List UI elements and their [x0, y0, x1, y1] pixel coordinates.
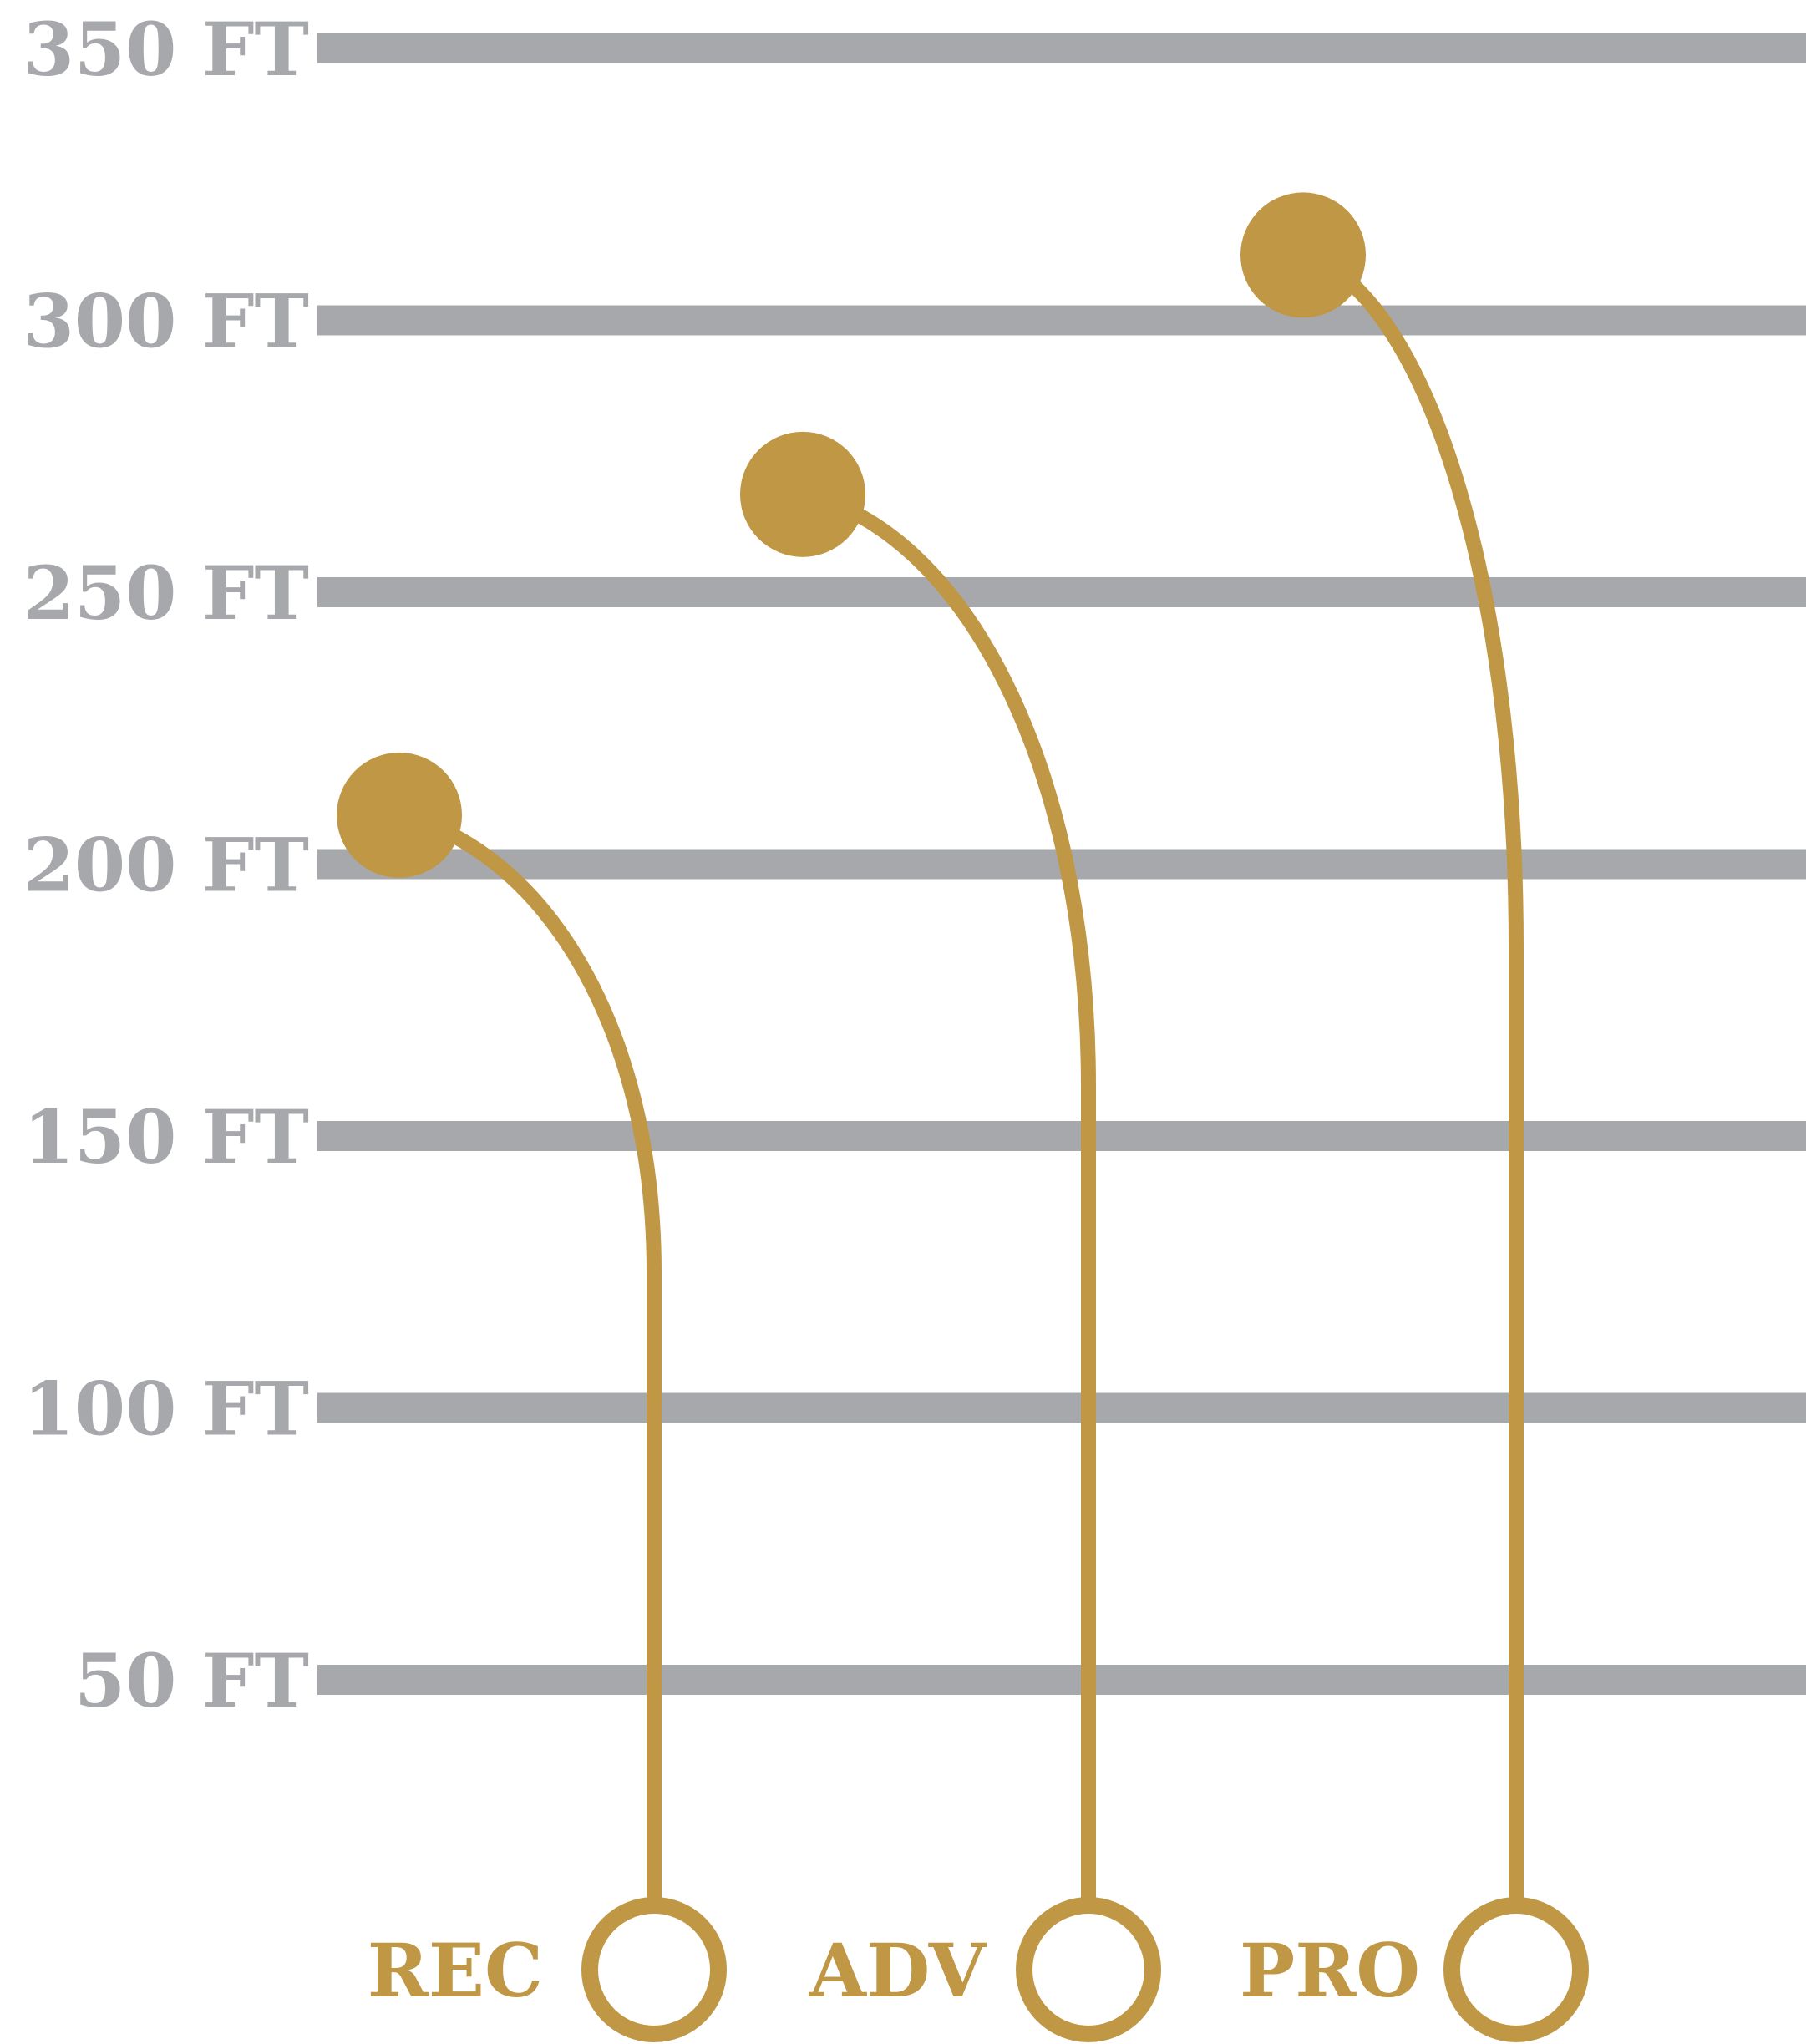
y-tick-label-250: 250 FT [23, 550, 309, 637]
category-label-adv: ADV [809, 1927, 987, 2014]
base-marker-pro [1443, 1897, 1589, 2042]
y-tick-label-350: 350 FT [23, 6, 309, 93]
category-label-pro: PRO [1240, 1927, 1420, 2014]
series-line-adv [795, 486, 1096, 1913]
y-tick-label-150: 150 FT [23, 1093, 309, 1180]
y-tick-label-300: 300 FT [23, 278, 309, 365]
base-marker-adv [1016, 1897, 1161, 2042]
y-tick-labels: 350 FT 300 FT 250 FT 200 FT 150 FT 100 FT 50 F… [23, 6, 309, 1724]
base-marker-rec [581, 1897, 727, 2042]
category-labels: REC ADV PRO [368, 1927, 1420, 2014]
y-tick-label-50: 50 FT [74, 1637, 309, 1724]
category-label-rec: REC [368, 1927, 543, 2014]
y-tick-label-200: 200 FT [23, 822, 309, 909]
data-point-adv [740, 431, 865, 557]
data-point-pro [1240, 192, 1366, 318]
series [337, 192, 1589, 2042]
series-line-rec [392, 807, 662, 1913]
series-line-pro [1296, 247, 1524, 1913]
y-tick-label-100: 100 FT [23, 1366, 309, 1453]
data-point-rec [337, 752, 462, 878]
gridlines [317, 33, 1806, 1695]
